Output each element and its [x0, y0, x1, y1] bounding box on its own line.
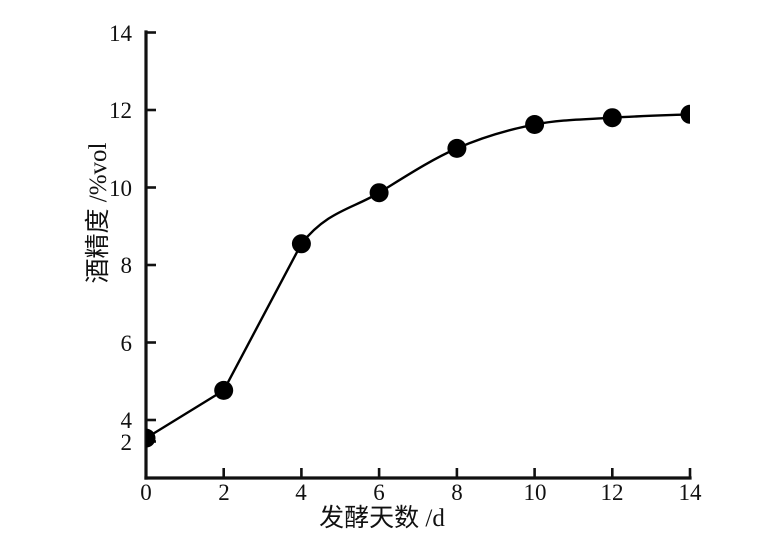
y-tick-label-2: 2 — [120, 430, 133, 455]
data-point — [214, 380, 234, 400]
data-point — [146, 428, 156, 448]
data-point — [680, 104, 690, 124]
x-tick-label-4: 4 — [295, 480, 307, 505]
data-point — [602, 108, 622, 128]
y-tick-label-4: 4 — [120, 408, 133, 433]
data-point-markers — [146, 104, 690, 448]
x-axis-title: 发酵天数 /d — [319, 505, 445, 532]
x-tick-label-0: 0 — [140, 480, 152, 505]
x-axis-ticks — [144, 468, 692, 478]
data-point — [291, 234, 311, 254]
y-tick-label-10: 10 — [109, 176, 132, 201]
y-tick-label-14: 14 — [109, 21, 132, 46]
x-tick-label-14: 14 — [678, 480, 702, 505]
x-tick-label-12: 12 — [600, 480, 624, 505]
x-tick-label-10: 10 — [523, 480, 547, 505]
x-tick-label-2: 2 — [218, 480, 230, 505]
chart-axes — [144, 30, 692, 480]
data-point — [369, 183, 389, 203]
y-tick-label-6: 6 — [120, 331, 133, 356]
y-tick-label-12: 12 — [109, 98, 132, 123]
data-point — [447, 138, 467, 158]
x-tick-label-8: 8 — [451, 480, 463, 505]
data-point — [525, 115, 545, 134]
x-tick-label-6: 6 — [373, 480, 385, 505]
y-tick-label-8: 8 — [120, 253, 133, 278]
y-axis-title: 酒精度 /%vol — [85, 142, 112, 284]
